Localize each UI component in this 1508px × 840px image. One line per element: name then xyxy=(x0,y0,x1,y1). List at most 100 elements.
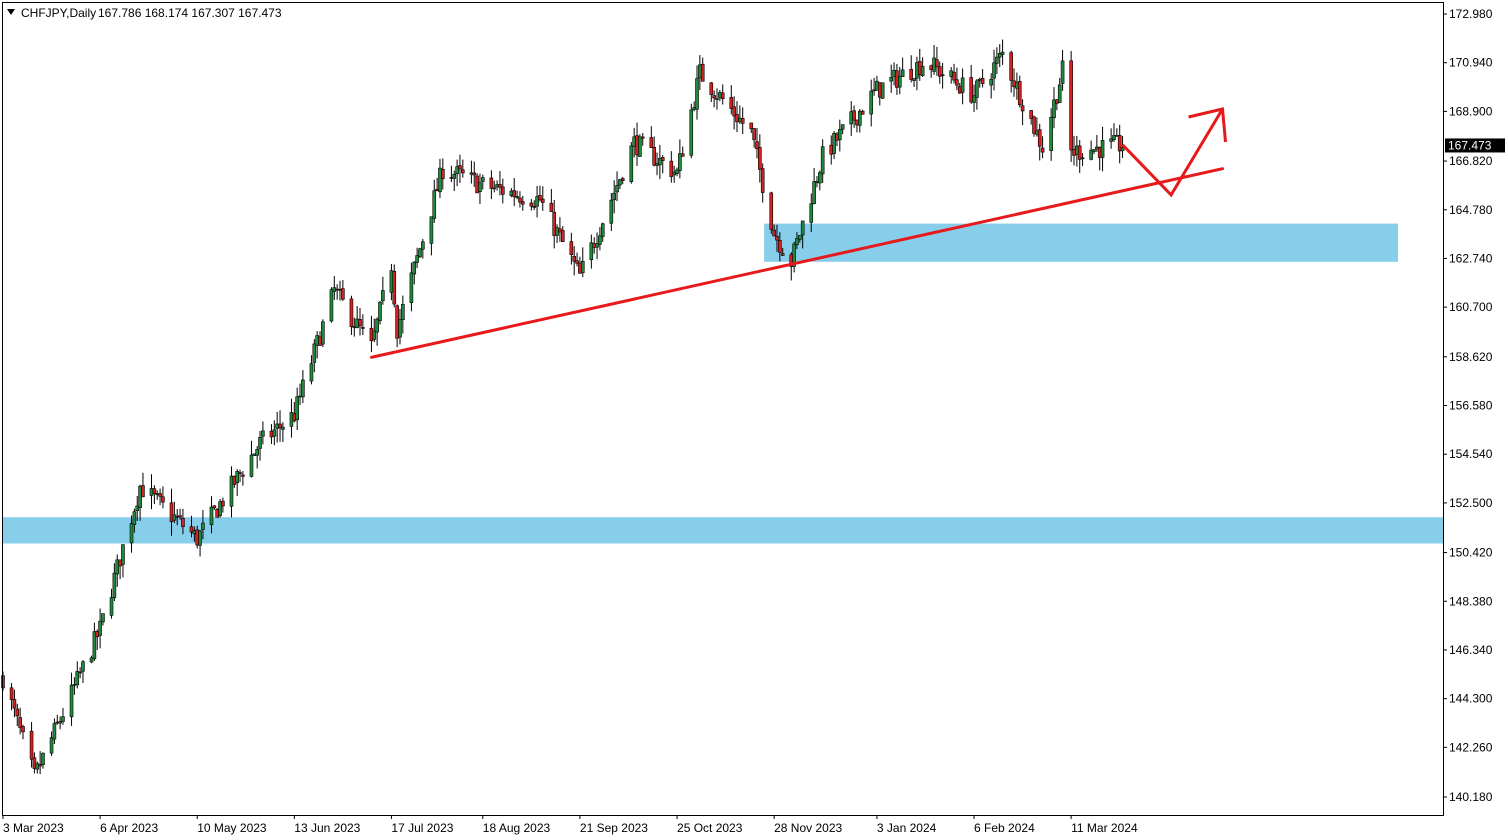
x-tick-label: 6 Feb 2024 xyxy=(974,821,1035,835)
candle xyxy=(792,241,796,273)
candle xyxy=(1020,99,1025,126)
candle xyxy=(649,126,654,148)
candle xyxy=(212,505,217,510)
candle xyxy=(772,224,776,237)
y-tick-label: 150.420 xyxy=(1449,546,1493,560)
candle xyxy=(1029,109,1033,125)
projection-path xyxy=(1121,108,1224,198)
candle xyxy=(415,247,419,268)
candle xyxy=(361,314,365,336)
candle xyxy=(652,136,656,167)
candle xyxy=(481,174,485,190)
y-tick-label: 144.300 xyxy=(1449,692,1493,706)
candle xyxy=(458,154,462,183)
candle xyxy=(1080,153,1085,167)
candle xyxy=(852,105,856,128)
candle xyxy=(115,554,120,587)
candle xyxy=(209,496,214,534)
candle xyxy=(515,190,519,200)
candle xyxy=(252,453,257,456)
candle xyxy=(940,62,945,89)
candle xyxy=(809,193,814,233)
candle xyxy=(1092,149,1096,155)
candle xyxy=(1109,128,1113,149)
candle xyxy=(129,515,134,553)
candle xyxy=(432,179,437,223)
candle xyxy=(969,64,973,104)
candle xyxy=(141,472,145,498)
candle xyxy=(241,471,245,486)
candle xyxy=(598,226,602,251)
candle xyxy=(700,57,705,82)
candle xyxy=(540,186,545,211)
candle xyxy=(309,355,314,385)
candle xyxy=(975,79,979,110)
candle xyxy=(58,716,62,730)
x-tick-label: 25 Oct 2023 xyxy=(677,821,743,835)
x-tick-label: 13 Jun 2023 xyxy=(294,821,360,835)
candle xyxy=(658,144,662,180)
candle xyxy=(261,421,265,445)
candle xyxy=(960,68,965,105)
candle xyxy=(189,515,194,538)
candle xyxy=(201,510,205,540)
time-axis[interactable]: 3 Mar 2023 6 Apr 2023 10 May 2023 13 Jun 20… xyxy=(2,815,1138,835)
candle xyxy=(255,446,259,469)
candle xyxy=(452,170,457,192)
ohlc-values: 167.786 168.174 167.307 167.473 xyxy=(98,6,282,20)
candle xyxy=(229,466,234,518)
candle xyxy=(161,486,165,509)
candle xyxy=(1117,124,1122,164)
candle xyxy=(857,109,862,133)
candle xyxy=(409,262,414,312)
candle xyxy=(152,485,157,505)
candle xyxy=(818,170,822,191)
candle xyxy=(720,84,725,105)
candle xyxy=(575,252,579,267)
candle xyxy=(475,173,479,194)
candle xyxy=(35,761,40,774)
candle xyxy=(769,191,774,234)
candle xyxy=(1089,140,1093,161)
triangle-down-icon[interactable] xyxy=(7,9,15,15)
candle xyxy=(372,318,377,343)
candle xyxy=(498,170,502,196)
current-price-tag: 167.473 xyxy=(1445,138,1505,153)
candle xyxy=(312,339,317,373)
y-tick-label: 146.340 xyxy=(1449,643,1493,657)
y-tick-label: 166.820 xyxy=(1449,154,1493,168)
candle xyxy=(778,232,782,262)
candle xyxy=(52,718,57,745)
candle xyxy=(532,200,537,211)
candle xyxy=(620,176,625,185)
candle xyxy=(512,178,517,207)
candle xyxy=(281,422,285,442)
candle xyxy=(441,158,445,190)
candle xyxy=(198,529,202,557)
candle xyxy=(535,185,539,218)
candle xyxy=(820,139,825,183)
y-tick-label: 148.380 xyxy=(1449,594,1493,608)
candle xyxy=(218,498,222,518)
candle xyxy=(1060,49,1065,91)
candle xyxy=(1112,123,1116,142)
candle xyxy=(378,301,382,325)
candle xyxy=(955,67,959,91)
x-tick-label: 3 Mar 2023 xyxy=(3,821,64,835)
candle xyxy=(392,264,397,308)
candle xyxy=(760,163,765,203)
candle xyxy=(1100,126,1105,172)
candle xyxy=(418,247,422,258)
candle xyxy=(478,173,482,204)
price-tag-box xyxy=(1445,138,1505,153)
x-tick-label: 17 Jul 2023 xyxy=(391,821,453,835)
price-axis[interactable]: 172.980 170.940 168.900 166.820 164.780 162.7… xyxy=(1443,7,1493,804)
candle xyxy=(560,225,565,243)
candle xyxy=(549,189,554,213)
candle xyxy=(1049,108,1053,161)
candle xyxy=(235,469,239,497)
candle xyxy=(612,180,616,214)
candle xyxy=(38,751,42,775)
candle xyxy=(552,199,557,249)
